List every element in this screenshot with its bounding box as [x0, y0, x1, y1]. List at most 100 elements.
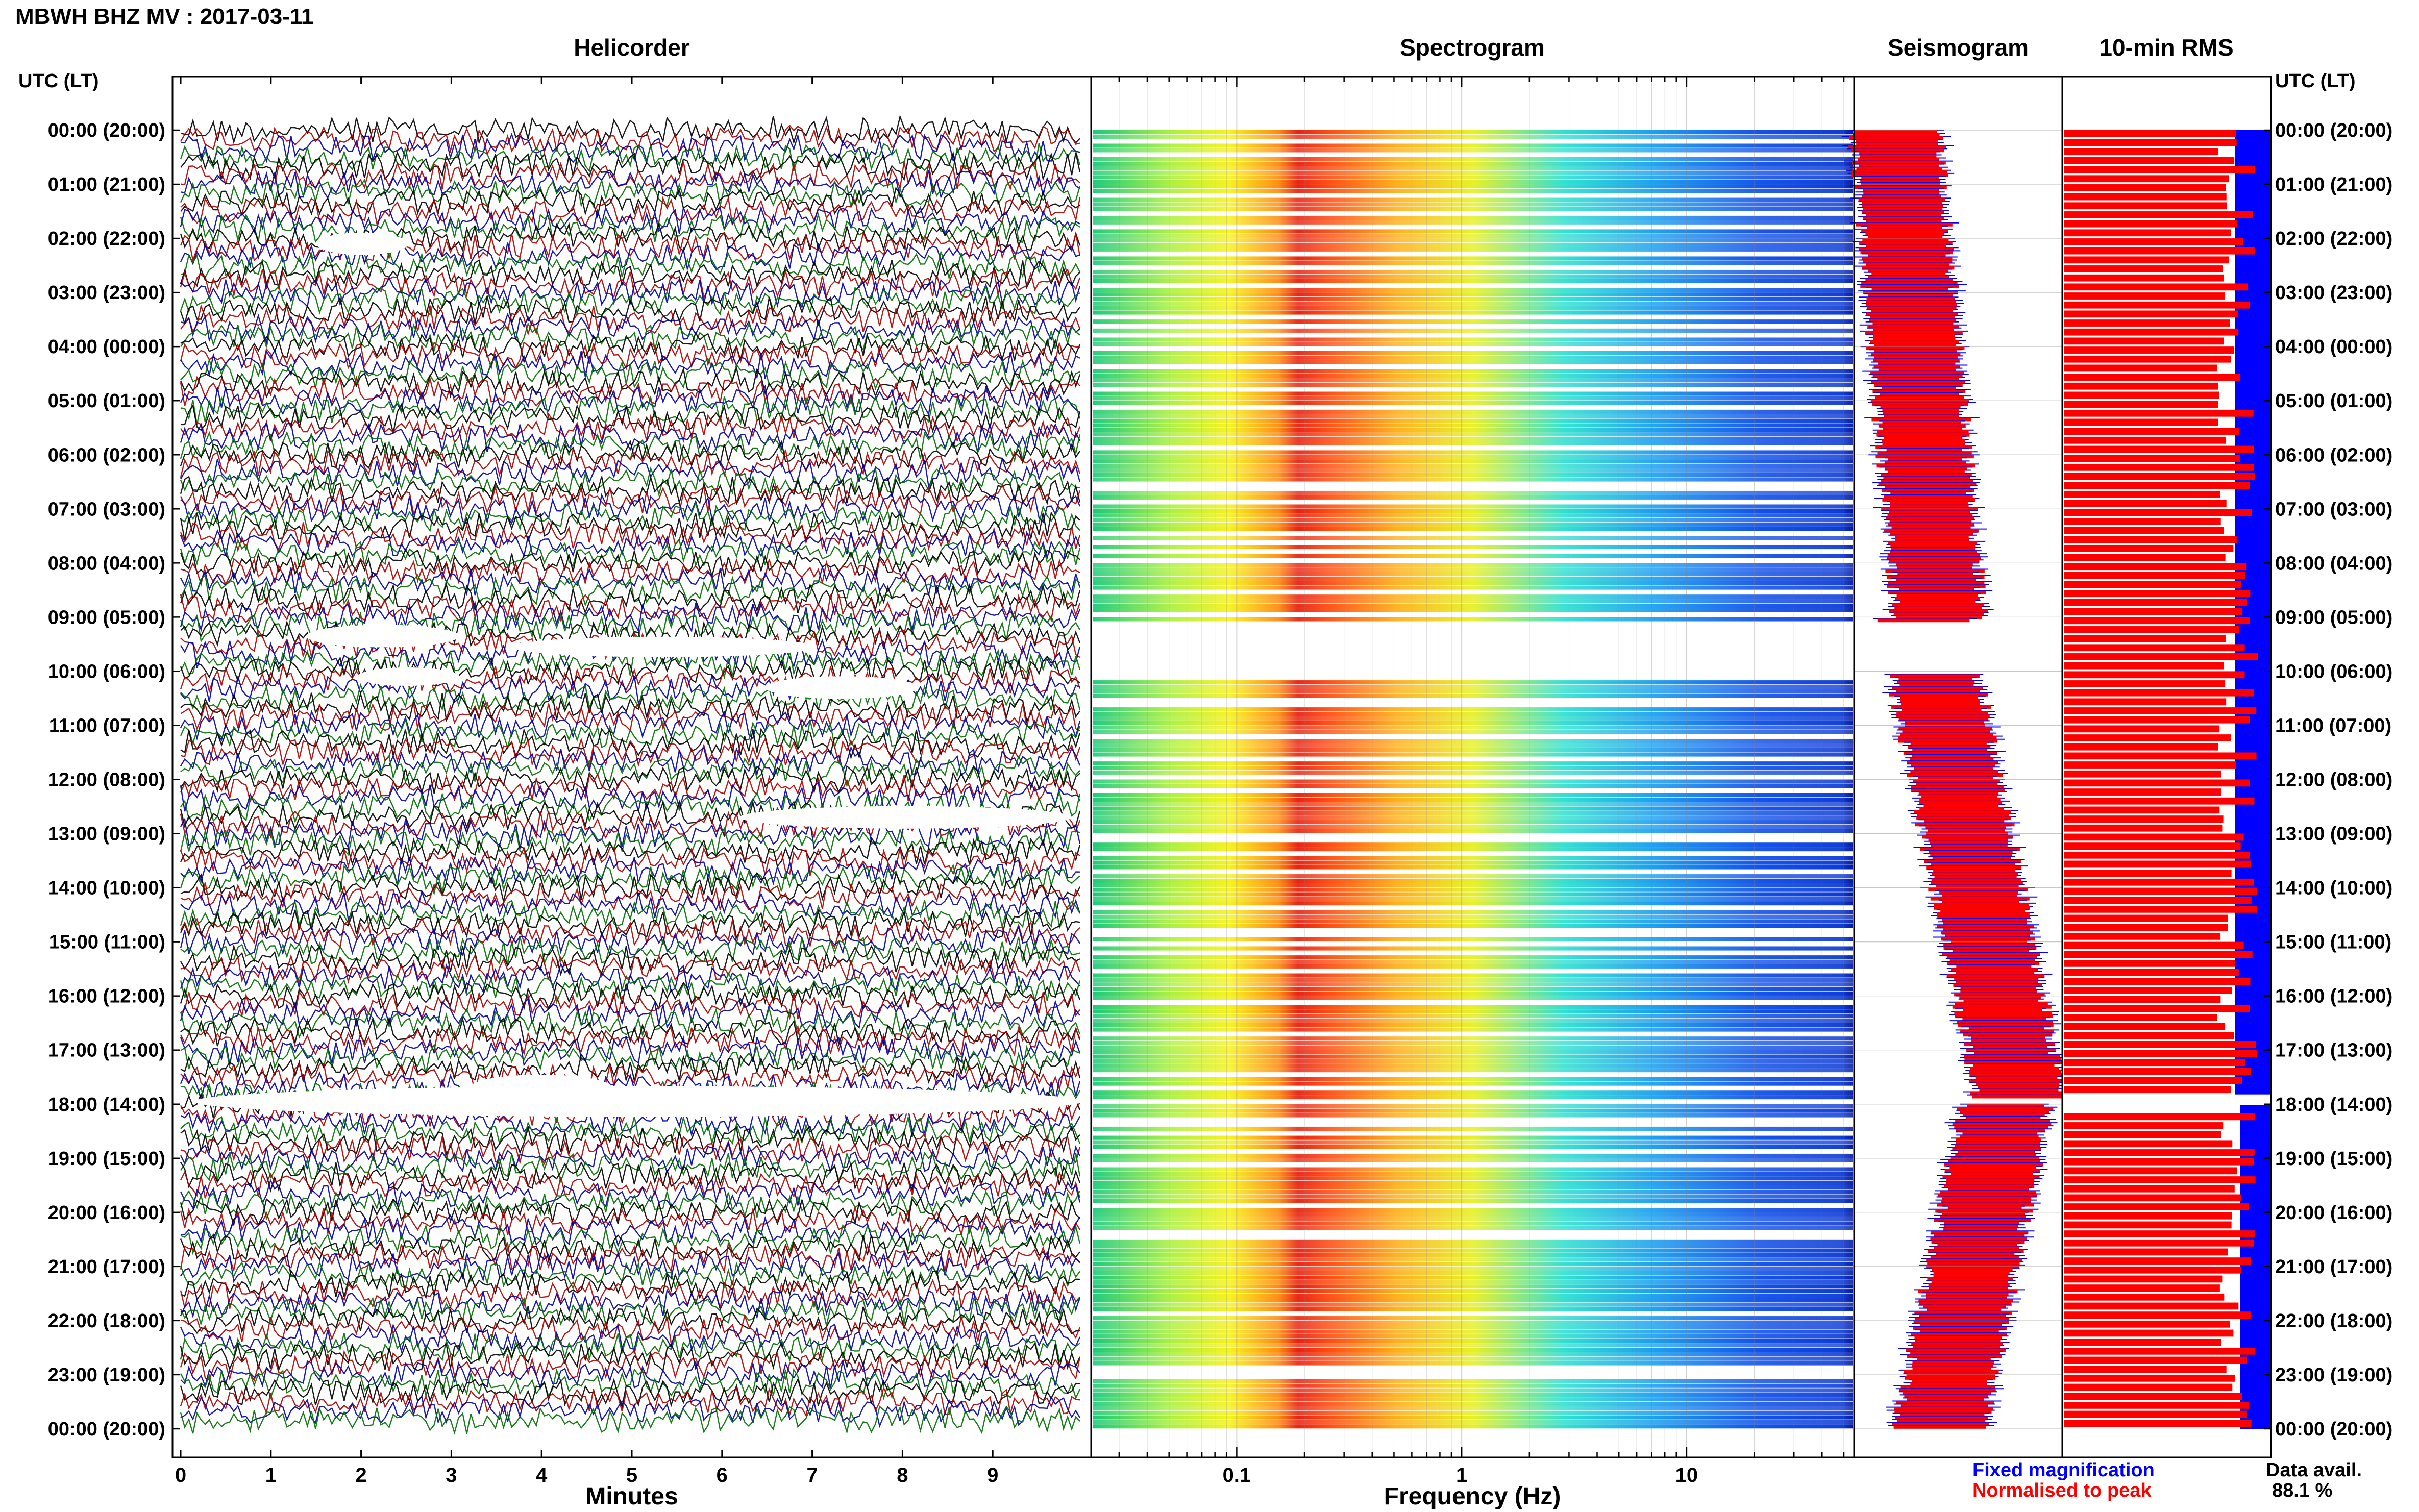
helicorder-trace	[180, 846, 1080, 877]
minutes-tick-label: 3	[446, 1464, 457, 1486]
hour-label-right: 09:00 (05:00)	[2275, 607, 2392, 628]
seismogram-normalised-segment	[1878, 424, 1966, 428]
spectrogram-row	[1093, 1339, 1853, 1343]
helicorder-gap	[510, 636, 817, 657]
seismogram-normalised-segment	[1908, 745, 1991, 749]
rms-bar	[2064, 401, 2218, 408]
seismogram-normalised-segment	[1875, 455, 1974, 459]
spectrogram-row	[1093, 1199, 1853, 1203]
seismogram-normalised-segment	[1949, 1166, 2037, 1170]
seismogram-normalised-segment	[1905, 721, 1984, 725]
spectrogram-row	[1093, 1023, 1853, 1027]
seismogram-normalised-segment	[1933, 869, 2016, 873]
seismogram-normalised-segment	[1867, 226, 1942, 230]
spectrogram-row	[1093, 707, 1853, 712]
rms-bar	[2064, 527, 2224, 534]
seismogram-normalised-segment	[1930, 841, 2008, 845]
rms-bar	[2064, 824, 2223, 832]
seismogram-normalised-segment	[1920, 847, 2020, 851]
spectrogram-row	[1093, 914, 1853, 919]
seismogram-plot	[1841, 76, 2076, 1458]
spectrogram-row	[1093, 1343, 1853, 1348]
seismogram-normalised-segment	[1898, 677, 1972, 681]
seismogram-normalised-segment	[1914, 1311, 2012, 1315]
spectrogram-row	[1093, 973, 1853, 978]
spectrogram-row	[1093, 220, 1853, 225]
seismogram-normalised-segment	[1887, 584, 1986, 588]
seismogram-normalised-segment	[1851, 173, 1948, 177]
spectrogram-row	[1093, 423, 1853, 428]
seismogram-normalised-segment	[1914, 810, 2011, 814]
spectrogram-row	[1093, 513, 1853, 518]
rms-bar	[2064, 1366, 2227, 1373]
seismogram-normalised-segment	[1883, 427, 1962, 431]
helicorder-trace	[180, 1260, 1080, 1290]
spectrogram-row	[1093, 1185, 1853, 1189]
seismogram-normalised-segment	[1874, 383, 1963, 387]
seismogram-normalised-segment	[1872, 321, 1954, 326]
rms-bar	[2064, 951, 2253, 958]
seismogram-normalised-segment	[1891, 603, 1985, 607]
seismogram-normalised-segment	[1875, 445, 1972, 449]
rms-bar	[2064, 418, 2218, 426]
seismogram-normalised-segment	[1962, 1132, 2038, 1136]
seismogram-normalised-segment	[1924, 820, 2005, 824]
helicorder-trace	[180, 863, 1080, 896]
spectrogram-row	[1093, 1180, 1853, 1185]
helicorder-trace	[180, 717, 1081, 750]
hour-label-left: 02:00 (22:00)	[48, 228, 165, 250]
rms-bar	[2064, 851, 2250, 859]
hour-label-right: 14:00 (10:00)	[2275, 878, 2392, 899]
spectrogram-row	[1093, 355, 1853, 360]
spectrogram-row	[1093, 1145, 1853, 1149]
seismogram-normalised-segment	[1942, 952, 2040, 956]
helicorder-trace	[180, 655, 1080, 686]
spectrogram-row	[1093, 1262, 1853, 1267]
seismogram-normalised-segment	[1884, 436, 1963, 440]
utc-lt-header-left: UTC (LT)	[18, 70, 99, 92]
spectrogram-row	[1093, 1379, 1853, 1383]
rms-bar	[2064, 815, 2224, 823]
spectrogram-row	[1093, 802, 1853, 806]
spectrogram-row	[1093, 418, 1853, 423]
hour-label-left: 05:00 (01:00)	[48, 390, 165, 412]
seismogram-normalised-segment	[1917, 1357, 1991, 1361]
rms-bar	[2064, 301, 2250, 309]
helicorder-trace	[180, 1205, 1081, 1236]
helicorder-trace	[180, 989, 1080, 1020]
seismogram-normalised-segment	[1942, 900, 2019, 904]
spectrogram-row	[1093, 1329, 1853, 1334]
spectrogram-row	[1093, 301, 1853, 306]
rms-bar	[2064, 924, 2228, 931]
seismogram-normalised-segment	[1907, 1398, 1984, 1402]
spectrogram-row	[1093, 779, 1853, 784]
rms-bar	[2064, 1257, 2251, 1265]
spectrogram-row	[1093, 401, 1853, 405]
rms-bar	[2064, 364, 2217, 372]
seismogram-normalised-segment	[1920, 1330, 1999, 1333]
seismogram-normalised-segment	[1970, 1067, 2059, 1071]
seismogram-normalised-segment	[1957, 1021, 2054, 1025]
rms-bar	[2064, 770, 2221, 778]
seismogram-normalised-segment	[1931, 1240, 2025, 1244]
seismogram-normalised-segment	[1887, 513, 1973, 517]
seismogram-normalised-segment	[1899, 683, 1974, 687]
helicorder-trace	[180, 439, 1080, 470]
spectrogram-row	[1093, 269, 1853, 275]
seismogram-normalised-segment	[1856, 222, 1953, 227]
spectrogram-row	[1093, 567, 1853, 572]
spectrogram-row	[1093, 247, 1853, 252]
seismogram-normalised-segment	[1925, 826, 2006, 830]
spectrogram-row	[1093, 716, 1853, 721]
minutes-tick-label: 1	[265, 1464, 277, 1486]
seismogram-normalised-segment	[1904, 1376, 1996, 1380]
spectrogram-row	[1093, 495, 1853, 500]
seismogram-normalised-segment	[1924, 860, 2021, 863]
spectrogram-row	[1093, 1108, 1853, 1113]
seismogram-normalised-segment	[1890, 674, 1980, 678]
rms-bar	[2064, 644, 2245, 652]
spectrogram-row	[1093, 748, 1853, 752]
seismogram-normalised-segment	[1880, 405, 1961, 409]
seismogram-normalised-segment	[1862, 238, 1949, 242]
seismogram-normalised-segment	[1930, 853, 2012, 857]
